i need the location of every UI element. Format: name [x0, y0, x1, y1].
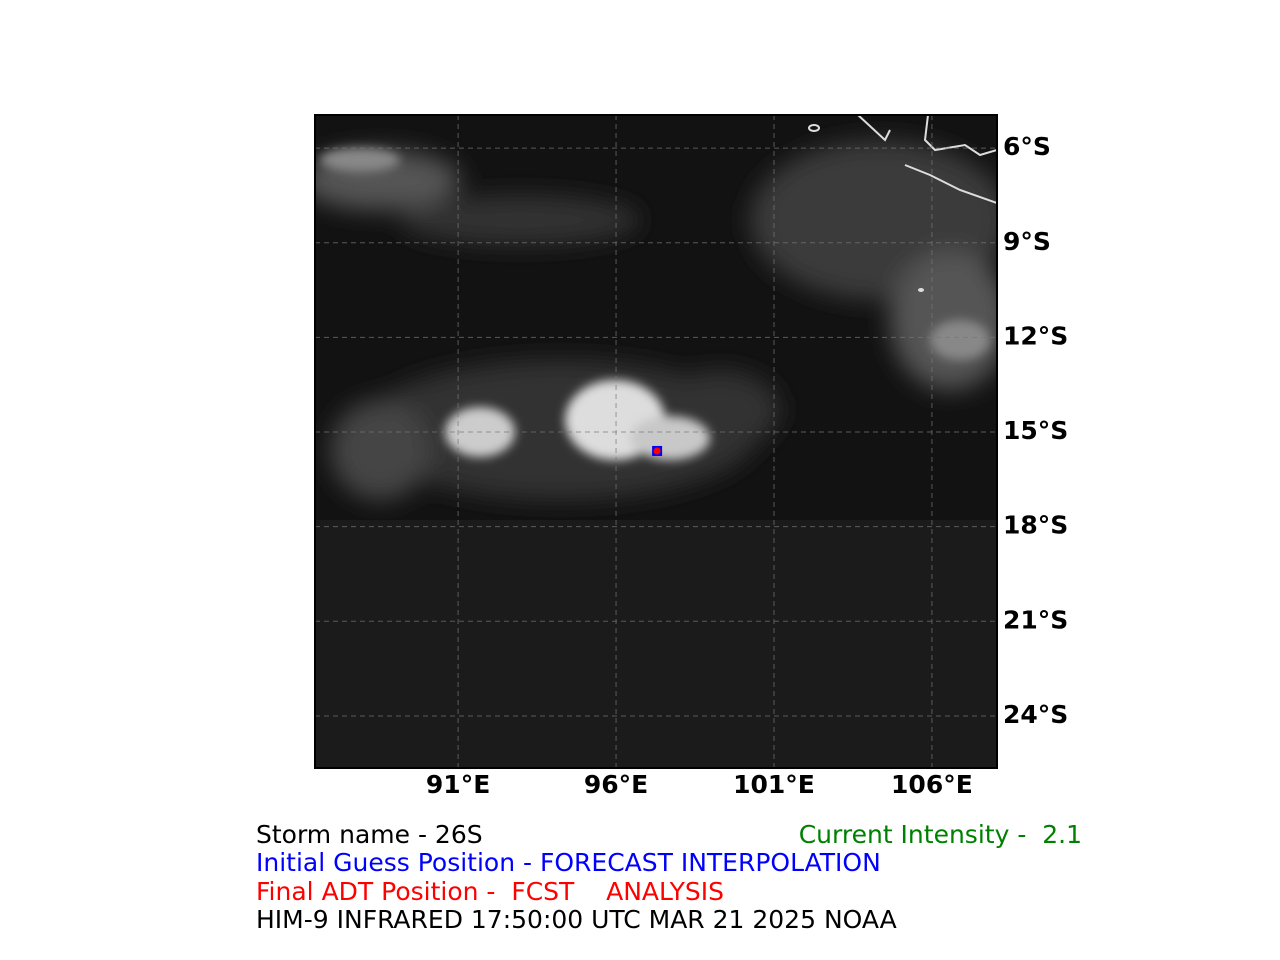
map-frame [314, 114, 998, 769]
final-position-marker [653, 447, 661, 455]
y-tick-label: 18°S [1003, 511, 1068, 540]
final-position-text: Final ADT Position - FCST ANALYSIS [256, 877, 724, 906]
x-tick-label: 106°E [891, 770, 973, 799]
y-tick-label: 24°S [1003, 700, 1068, 729]
y-tick-label: 15°S [1003, 416, 1068, 445]
y-tick-label: 12°S [1003, 321, 1068, 350]
initial-guess-text: Initial Guess Position - FORECAST INTERP… [256, 848, 881, 877]
storm-name: Storm name - 26S [256, 820, 483, 849]
x-tick-label: 101°E [733, 770, 815, 799]
x-tick-label: 96°E [584, 770, 648, 799]
source-text: HIM-9 INFRARED 17:50:00 UTC MAR 21 2025 … [256, 905, 897, 934]
x-tick-label: 91°E [426, 770, 490, 799]
satellite-image [315, 115, 997, 768]
current-intensity: Current Intensity - 2.1 [799, 820, 1082, 849]
y-tick-label: 21°S [1003, 605, 1068, 634]
y-tick-label: 6°S [1003, 132, 1051, 161]
y-tick-label: 9°S [1003, 227, 1051, 256]
graticule [315, 115, 997, 768]
